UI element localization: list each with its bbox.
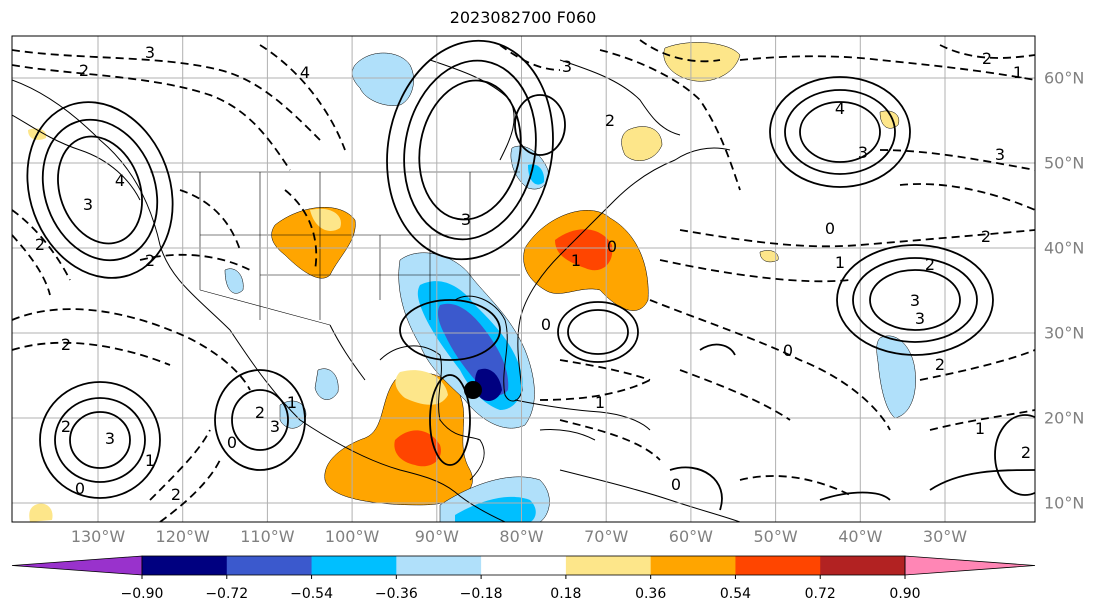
contour-label: 2 [255, 403, 265, 422]
contour-label: 0 [75, 479, 85, 498]
colorbar-segment [396, 556, 482, 575]
colorbar-segment [142, 556, 228, 575]
contour-label: 3 [915, 309, 925, 328]
colorbar-frame [141, 555, 906, 576]
contour-label: 3 [105, 429, 115, 448]
longitude-label: 100°W [324, 527, 380, 546]
colorbar-tick-label: 0.36 [635, 586, 667, 602]
contour-label: 4 [835, 99, 845, 118]
colorbar-segment [226, 556, 313, 575]
colorbar-tick-label: 0.18 [550, 586, 582, 602]
coastline-layer [12, 59, 741, 522]
colorbar-tick-label: −0.72 [205, 586, 249, 602]
contour-label: 1 [145, 451, 155, 470]
longitude-label: 90°W [414, 527, 459, 546]
contour-label: 0 [671, 475, 681, 494]
colorbar-tick-label: 0.90 [889, 586, 921, 602]
contour-dashed-layer [12, 39, 1035, 522]
colorbar-tick-label: 0.54 [719, 586, 752, 602]
contour-label: 3 [995, 145, 1005, 164]
contour-label: 0 [227, 433, 237, 452]
colorbar-segment [311, 556, 397, 575]
contour-label: 1 [571, 251, 581, 270]
contour-label: 1 [835, 253, 845, 272]
latitude-label: 10°N [1044, 493, 1085, 513]
contour-label: 3 [910, 291, 920, 310]
contour-label: 0 [825, 219, 835, 238]
colorbar-segment [481, 556, 567, 575]
colorbar-segment [650, 556, 736, 575]
longitude-label: 70°W [584, 527, 629, 546]
map-frame [11, 35, 1036, 523]
colorbar-segment [820, 556, 906, 575]
longitude-label: 50°W [753, 527, 798, 546]
contour-label: 3 [461, 210, 471, 229]
colorbar-segment [565, 556, 652, 575]
map-title: 2023082700 F060 [449, 8, 597, 27]
contour-label: 2 [145, 251, 155, 270]
contour-label: 4 [300, 63, 310, 82]
latitude-label: 50°N [1044, 153, 1085, 173]
contour-label: 4 [115, 171, 125, 190]
contour-layer [26, 39, 1035, 511]
longitude-label: 120°W [155, 527, 210, 546]
contour-label: 0 [783, 341, 793, 360]
longitude-label: 80°W [499, 527, 544, 546]
border-layer [150, 171, 520, 326]
latitude-label: 40°N [1044, 238, 1085, 258]
contour-label: 2 [171, 485, 181, 504]
contour-label: 2 [61, 335, 71, 354]
contour-label: 1 [975, 419, 985, 438]
contour-label: 2 [982, 49, 992, 68]
contour-label: 2 [605, 111, 615, 130]
colorbar-extend-high [904, 555, 1036, 576]
longitude-label: 40°W [838, 527, 883, 546]
longitude-label: 30°W [922, 527, 968, 546]
contour-label: 1 [287, 393, 297, 412]
contour-label: 2 [981, 227, 991, 246]
latitude-label: 20°N [1044, 408, 1085, 428]
contour-label: 2 [1021, 443, 1031, 462]
contour-label: 1 [595, 393, 605, 412]
contour-label: 0 [607, 237, 617, 256]
shading-layer [28, 42, 916, 522]
longitude-label: 110°W [240, 527, 295, 546]
longitude-label: 130°W [70, 527, 126, 546]
storm-center-marker [464, 381, 482, 399]
colorbar-extend-low [11, 555, 143, 576]
contour-label: 2 [35, 235, 45, 254]
contour-label: 2 [925, 255, 935, 274]
contour-label: 3 [145, 43, 155, 62]
colorbar-tick-label: 0.72 [804, 586, 836, 602]
colorbar [11, 555, 1036, 579]
latitude-label: 30°N [1044, 323, 1085, 343]
colorbar-tick-label: −0.90 [120, 586, 164, 602]
contour-label: 1 [1013, 63, 1023, 82]
colorbar-tick-label: −0.36 [374, 586, 418, 602]
contour-label: 3 [858, 143, 868, 162]
longitude-label: 60°W [668, 527, 713, 546]
contour-label: 2 [61, 417, 71, 436]
contour-label: 3 [562, 57, 572, 76]
colorbar-tick-label: −0.54 [290, 586, 333, 602]
contour-label: 0 [541, 315, 551, 334]
contour-label: 2 [79, 61, 89, 80]
contour-label: 3 [83, 195, 93, 214]
colorbar-segment [735, 556, 821, 575]
colorbar-tick-label: −0.18 [459, 586, 503, 602]
contour-label-layer: 3 2 4 3 2 1 3 4 3 2 3 4 3 1 0 2 2 3 3 2 … [35, 43, 1031, 504]
contour-label: 3 [270, 417, 280, 436]
contour-label: 2 [935, 355, 945, 374]
latitude-label: 60°N [1044, 68, 1085, 88]
